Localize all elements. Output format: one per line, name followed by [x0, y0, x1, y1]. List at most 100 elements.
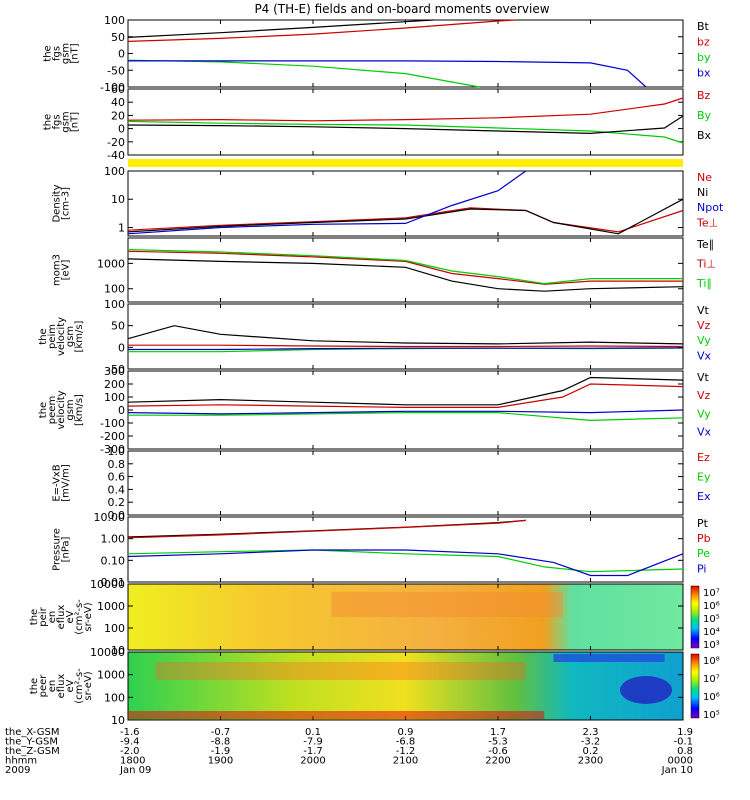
series-group-panel-1 — [127, 97, 684, 144]
y-axis-label-line: [eV] — [61, 260, 72, 281]
spectrogram-decor — [128, 592, 672, 719]
y-tick-label: 100 — [104, 622, 125, 635]
legend-entry: Vy — [697, 407, 711, 420]
series-group-panel-0 — [127, 19, 647, 88]
series-line-ni — [127, 198, 684, 235]
legend-entry: Ti∥ — [696, 277, 712, 290]
y-axis-label-line: [nT] — [70, 43, 81, 63]
legend-entry: Ne — [697, 171, 712, 184]
colorbar-label: 10⁴ — [703, 627, 720, 638]
y-axis-label-line: [nT] — [70, 112, 81, 132]
series-line-ne — [127, 207, 684, 233]
panel-3: 1000 100 mom3[eV] Te∥ Ti⊥ Ti∥ — [52, 237, 716, 303]
series-line-npot — [127, 170, 527, 235]
y-tick-label: 100 — [104, 165, 125, 178]
y-axis-label-line: peer — [38, 674, 49, 698]
y-tick-label: 0.2 — [108, 496, 126, 509]
y-tick-label: 0 — [118, 48, 125, 61]
panel-frame — [127, 450, 684, 516]
series-line-bx — [127, 115, 684, 135]
y-tick-label: 40 — [111, 96, 125, 109]
y-axis-label-line: gsm — [61, 43, 72, 64]
series-line-bt — [127, 19, 434, 38]
panel-9: 10000 1000 100 10 thepeerenefluxeV(cm²-s-sr-… — [29, 646, 720, 727]
x-row-value: -5.3 — [488, 737, 508, 748]
x-row-value: 2.3 — [583, 727, 599, 738]
x-row-value: 2100 — [393, 756, 418, 767]
y-tick-label: 0.6 — [108, 471, 126, 484]
electron-high-flux-band — [155, 662, 526, 680]
x-row-label: 2009 — [5, 765, 30, 776]
y-tick-label: 0.01 — [101, 576, 126, 589]
x-row-value: 0000 — [668, 756, 693, 767]
y-tick-label: 50 — [111, 31, 125, 44]
x-row-label: the_Z-GSM — [5, 746, 60, 757]
series-line-pe — [127, 549, 684, 573]
y-tick-label: 100 — [104, 283, 125, 296]
electron-bottom-band — [128, 711, 545, 719]
y-tick-label: -50 — [107, 363, 125, 376]
legend-entry: Pe — [697, 547, 710, 560]
y-tick-label: 10.00 — [94, 511, 126, 524]
x-row-value: 2200 — [485, 756, 510, 767]
panels: 100500-50-100thefgsgsm[nT]Btbzbybx604020… — [29, 14, 724, 727]
y-tick-label: -50 — [107, 64, 125, 77]
electron-core-blob — [620, 676, 672, 704]
y-axis-label-line: [nPa] — [61, 536, 72, 562]
legend-entry: Bz — [697, 89, 711, 102]
y-axis-label-line: Density — [52, 184, 63, 222]
colorbar — [690, 585, 700, 649]
x-row-value: -1.9 — [211, 746, 231, 757]
x-row-value: -7.9 — [303, 737, 323, 748]
x-row-label: hhmm — [5, 756, 37, 767]
y-axis-label-line: eV — [65, 610, 76, 623]
y-axis-label-line: [km/s] — [74, 320, 85, 352]
y-tick-label: 10 — [111, 644, 125, 657]
y-tick-label: -100 — [100, 417, 125, 430]
y-tick-label: -300 — [100, 443, 125, 456]
y-tick-label: 1 — [118, 221, 125, 234]
y-tick-label: 0 — [118, 341, 125, 354]
x-row-label: the_X-GSM — [5, 727, 59, 738]
x-row-value: 0.9 — [398, 727, 414, 738]
electron-low-flux-band — [553, 654, 665, 662]
y-tick-label: 10 — [111, 714, 125, 727]
legend-entry: Te⊥ — [696, 216, 718, 229]
legend-entry: Vz — [697, 389, 711, 402]
panel-2: 100 10 1 Density[cm-3] Ne Ni Npot Te⊥ — [52, 165, 724, 237]
y-axis-label: Density[cm-3] — [52, 184, 72, 222]
y-tick-label: 300 — [104, 365, 125, 378]
legend-entry: bz — [697, 36, 710, 49]
panel-7: 10.00 1.00 0.10 0.01 Pressure[nPa] Pt Pb Pe Pi — [52, 511, 711, 589]
y-axis-label-line: (cm²-s- — [74, 599, 85, 635]
series-line-te∥ — [127, 258, 684, 292]
x-row-value: -9.4 — [120, 737, 140, 748]
y-tick-label: -200 — [100, 430, 125, 443]
legend-entry: Ni — [697, 186, 708, 199]
y-axis-label-line: peem — [47, 396, 58, 424]
series-line-vt — [127, 325, 684, 345]
legend-entry: Te∥ — [696, 238, 714, 251]
series-line-ti⊥ — [127, 250, 683, 285]
legend-entry: by — [697, 51, 711, 64]
y-axis-label-line: fgs — [52, 46, 63, 61]
x-row-value: -8.8 — [211, 737, 231, 748]
panel-frame — [127, 237, 684, 303]
series-line-bx — [128, 60, 647, 88]
x-row-value: 1.9 — [677, 727, 693, 738]
y-axis-label-line: Pressure — [52, 528, 63, 571]
y-axis-label-line: en — [47, 611, 58, 624]
y-axis-label-line: the — [43, 114, 54, 130]
y-axis-label-line: [km/s] — [74, 394, 85, 426]
colorbar — [690, 653, 700, 719]
y-axis-label-line: gsm — [65, 399, 76, 420]
y-axis-label-line: the — [29, 678, 40, 694]
ion-high-flux-band — [331, 592, 563, 617]
legend-entry: Bt — [697, 20, 710, 33]
y-tick-label: 0.0 — [108, 509, 126, 522]
